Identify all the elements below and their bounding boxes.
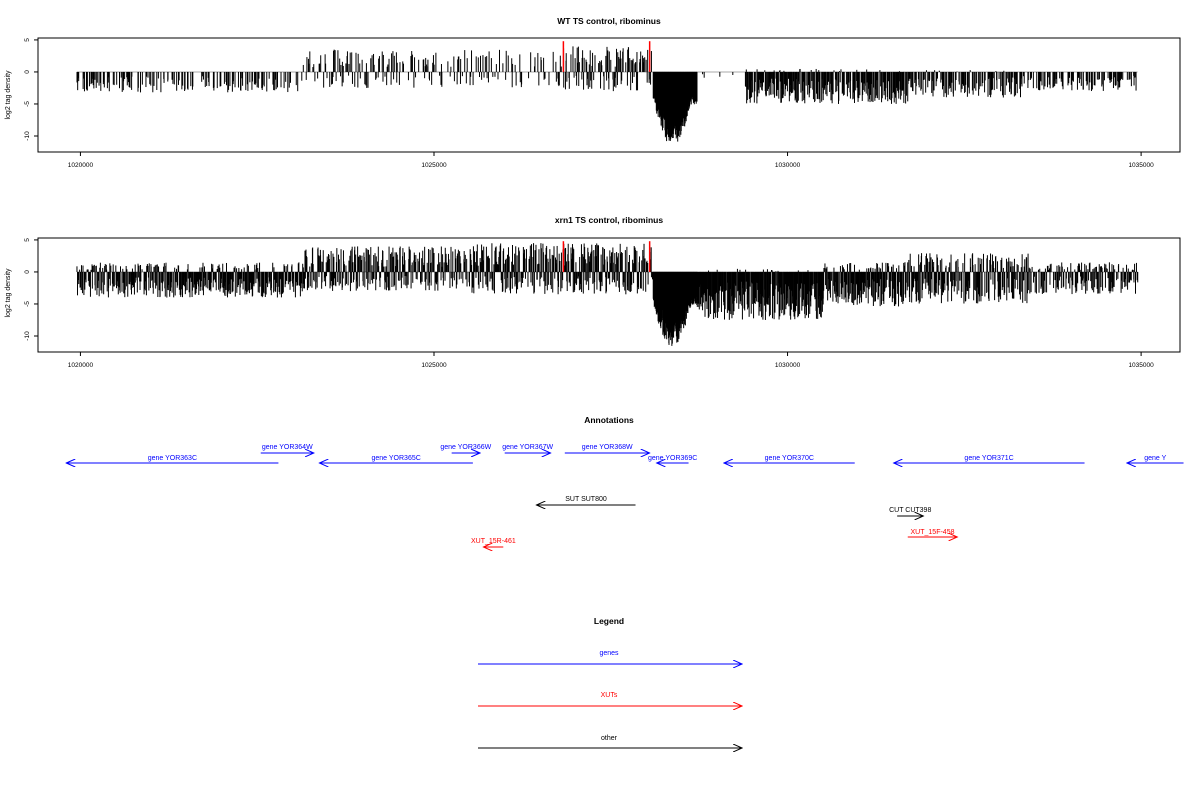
panel-xrn1-x-axis: 1020000 1025000 1030000 1035000 bbox=[68, 352, 1154, 369]
panel-wt-bars bbox=[76, 41, 1138, 142]
annotation-feature: gene YOR365C bbox=[319, 455, 473, 463]
annotation-label: XUT_15R-461 bbox=[471, 538, 516, 545]
x-tick-label: 1025000 bbox=[421, 362, 447, 369]
x-tick-label: 1035000 bbox=[1128, 162, 1154, 169]
panel-wt-x-axis: 1020000 1025000 1030000 1035000 bbox=[68, 152, 1154, 169]
annotation-feature: CUT CUT398 bbox=[889, 507, 931, 516]
annotation-label: gene YOR367W bbox=[502, 444, 553, 451]
annotation-feature: gene YOR367W bbox=[502, 444, 553, 453]
annotation-feature: gene YOR364W bbox=[260, 444, 314, 453]
legend-label-genes: genes bbox=[599, 650, 619, 657]
panel-xrn1: xrn1 TS control, ribominus log2 tag dens… bbox=[5, 215, 1181, 369]
x-tick-label: 1030000 bbox=[775, 162, 801, 169]
annotation-label: CUT CUT398 bbox=[889, 507, 931, 514]
annotation-label: gene YOR371C bbox=[964, 455, 1013, 462]
panel-xrn1-bars bbox=[76, 241, 1139, 346]
panel-xrn1-ylabel: log2 tag density bbox=[5, 268, 12, 318]
annotation-feature: gene YOR369C bbox=[648, 455, 697, 463]
annotation-feature: gene YOR366W bbox=[440, 444, 492, 453]
x-tick-label: 1035000 bbox=[1128, 362, 1154, 369]
annotation-feature: SUT SUT800 bbox=[537, 496, 636, 505]
panel-xrn1-plot-frame bbox=[37, 237, 1181, 353]
legend-title: Legend bbox=[594, 616, 624, 626]
y-tick-label: 5 bbox=[24, 238, 31, 242]
annotation-feature: gene YOR370C bbox=[724, 455, 855, 463]
annotation-feature: XUT_15F-458 bbox=[907, 529, 957, 537]
x-tick-label: 1020000 bbox=[68, 162, 94, 169]
annotation-label: gene YOR365C bbox=[372, 455, 421, 462]
annotation-label: gene YOR368W bbox=[582, 444, 633, 451]
y-tick-label: 5 bbox=[24, 38, 31, 42]
annotation-label: gene YOR366W bbox=[440, 444, 491, 451]
annotation-label: gene YOR364W bbox=[262, 444, 313, 451]
annotation-label: gene YOR363C bbox=[148, 455, 197, 462]
legend-item-xuts: XUTs bbox=[478, 692, 742, 706]
annotation-feature: gene YOR368W bbox=[564, 444, 650, 453]
annotation-label: gene Y bbox=[1144, 455, 1166, 462]
annotation-feature: gene YOR371C bbox=[894, 455, 1085, 463]
legend-label-xuts: XUTs bbox=[601, 692, 618, 699]
panel-wt-title: WT TS control, ribominus bbox=[557, 16, 661, 26]
x-tick-label: 1025000 bbox=[421, 162, 447, 169]
annotation-tracks: gene YOR363C gene YOR364W gene YOR365C gene… bbox=[66, 444, 1184, 547]
y-tick-label: -10 bbox=[24, 331, 31, 341]
y-tick-label: 0 bbox=[24, 270, 31, 274]
legend-label-other: other bbox=[601, 735, 618, 742]
panel-xrn1-title: xrn1 TS control, ribominus bbox=[555, 215, 663, 225]
annotation-feature: gene YOR363C bbox=[66, 455, 279, 463]
legend-panel: Legend genes XUTs other bbox=[478, 616, 742, 748]
panel-wt-plot-frame bbox=[37, 37, 1181, 153]
legend-item-other: other bbox=[478, 735, 742, 748]
annotation-label: SUT SUT800 bbox=[565, 496, 607, 503]
y-tick-label: -10 bbox=[24, 131, 31, 141]
panel-wt-ylabel: log2 tag density bbox=[5, 70, 12, 120]
y-tick-label: -5 bbox=[24, 101, 31, 107]
panel-wt: WT TS control, ribominus log2 tag densit… bbox=[5, 16, 1181, 169]
annotations-title: Annotations bbox=[584, 415, 634, 425]
annotation-feature: gene Y bbox=[1127, 455, 1184, 463]
y-tick-label: 0 bbox=[24, 70, 31, 74]
x-tick-label: 1020000 bbox=[68, 362, 94, 369]
annotation-feature: XUT_15R-461 bbox=[471, 538, 516, 547]
panel-wt-y-axis: 5 0 -5 -10 bbox=[24, 38, 38, 141]
annotation-label: gene YOR369C bbox=[648, 455, 697, 462]
legend-item-genes: genes bbox=[478, 650, 742, 664]
annotation-label: XUT_15F-458 bbox=[911, 529, 955, 536]
x-tick-label: 1030000 bbox=[775, 362, 801, 369]
y-tick-label: -5 bbox=[24, 301, 31, 307]
annotation-label: gene YOR370C bbox=[765, 455, 814, 462]
panel-xrn1-y-axis: 5 0 -5 -10 bbox=[24, 238, 38, 341]
